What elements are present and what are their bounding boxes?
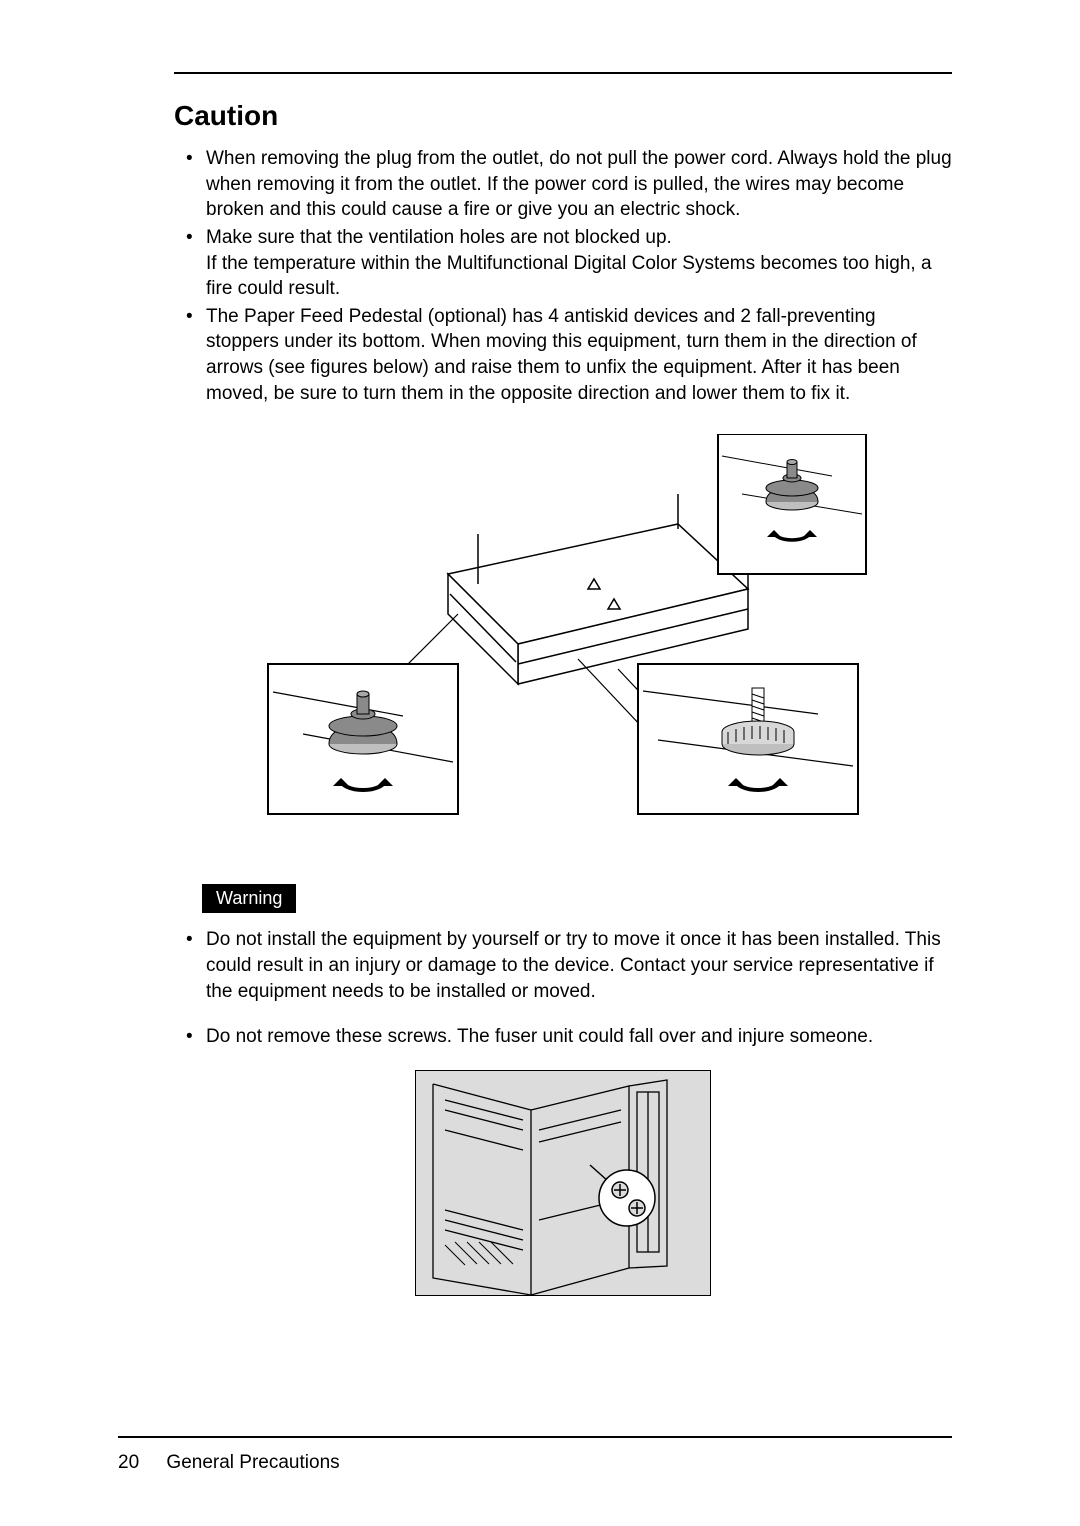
fuser-diagram <box>415 1070 711 1296</box>
rule-top <box>174 72 952 74</box>
section-title: General Precautions <box>166 1452 339 1473</box>
warning-badge: Warning <box>202 884 296 913</box>
warning-item: Do not install the equipment by yourself… <box>206 927 952 1004</box>
footer: 20 General Precautions <box>118 1452 340 1474</box>
rule-bottom <box>118 1436 952 1438</box>
caution-item: The Paper Feed Pedestal (optional) has 4… <box>206 304 952 407</box>
caution-item: Make sure that the ventilation holes are… <box>206 225 952 302</box>
warning-list: Do not install the equipment by yourself… <box>174 927 952 1050</box>
caution-item: When removing the plug from the outlet, … <box>206 146 952 223</box>
caution-heading: Caution <box>174 100 952 132</box>
caution-list: When removing the plug from the outlet, … <box>174 146 952 406</box>
pedestal-diagram <box>258 434 868 824</box>
page: Caution When removing the plug from the … <box>0 0 1080 1526</box>
warning-item: Do not remove these screws. The fuser un… <box>206 1024 952 1050</box>
page-number: 20 <box>118 1452 139 1474</box>
